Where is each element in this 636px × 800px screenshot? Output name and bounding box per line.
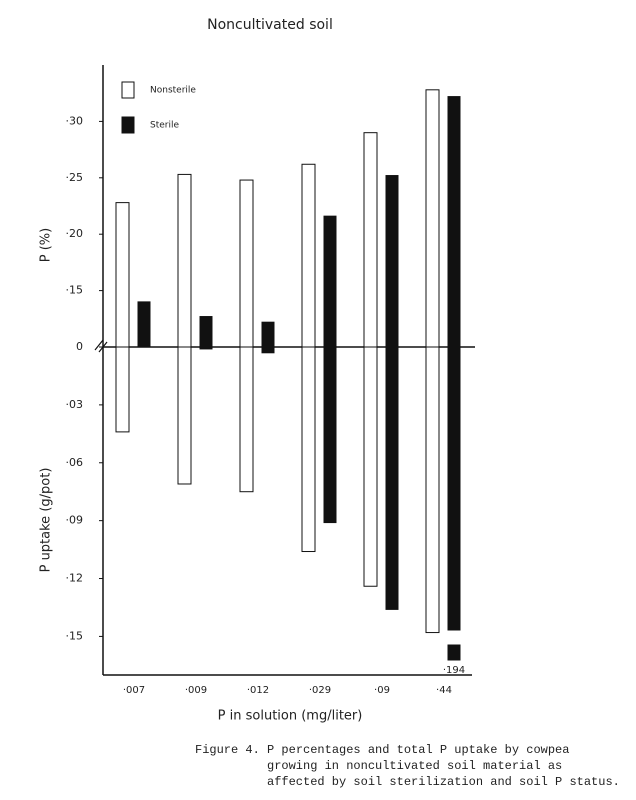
bar (137, 301, 151, 348)
bar (447, 96, 461, 348)
y-tick-label: ·12 (66, 572, 84, 585)
bar (115, 346, 130, 433)
x-tick-label: ·09 (374, 685, 390, 696)
y-tick-label: ·03 (66, 398, 84, 411)
x-tick-label: ·009 (185, 685, 207, 696)
y-axis-label: P uptake (g/pot) (39, 468, 54, 573)
y-tick-label: 0 (76, 340, 83, 353)
legend-label: Nonsterile (150, 86, 196, 96)
bar (177, 346, 192, 485)
legend-swatch (121, 116, 135, 134)
y-axis-label: P (%) (39, 228, 54, 262)
chart-title: Noncultivated soil (207, 17, 333, 33)
y-tick-label: ·09 (66, 514, 84, 527)
y-tick-label: ·20 (66, 227, 84, 240)
y-tick-label: ·15 (66, 629, 84, 642)
axis-break (94, 339, 104, 351)
y-tick-label: ·30 (66, 114, 84, 127)
bar (323, 346, 337, 524)
x-axis-label: P in solution (mg/liter) (218, 709, 363, 724)
bar (363, 346, 378, 587)
bar (239, 179, 254, 348)
y-tick-label: ·25 (66, 171, 84, 184)
value-label: ·194 (443, 665, 465, 676)
bar (301, 346, 316, 553)
bar (385, 346, 399, 610)
caption: Figure 4. P percentages and total P upta… (195, 743, 569, 757)
bar (115, 202, 130, 348)
bar (363, 132, 378, 348)
bar (301, 163, 316, 348)
bar (261, 321, 275, 348)
y-tick-label: ·15 (66, 284, 84, 297)
legend-label: Sterile (150, 121, 179, 131)
x-tick-label: ·44 (436, 685, 452, 696)
bar (199, 316, 213, 348)
legend-swatch (121, 81, 135, 99)
bar (425, 346, 440, 634)
bar (425, 89, 440, 348)
bar (261, 346, 275, 354)
bar (323, 215, 337, 348)
bar (385, 175, 399, 348)
bar-break-block (447, 644, 461, 661)
bar (177, 173, 192, 348)
bar (447, 346, 461, 631)
bar (199, 346, 213, 350)
x-tick-label: ·029 (309, 685, 331, 696)
x-tick-label: ·007 (123, 685, 145, 696)
bar (239, 346, 254, 493)
caption: affected by soil sterilization and soil … (267, 775, 620, 789)
x-tick-label: ·012 (247, 685, 269, 696)
caption: growing in noncultivated soil material a… (267, 759, 562, 773)
y-tick-label: ·06 (66, 456, 84, 469)
